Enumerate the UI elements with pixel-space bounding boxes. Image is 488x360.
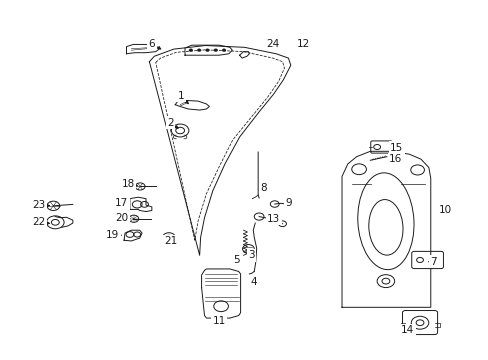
Text: 22: 22 — [32, 217, 45, 227]
Text: 8: 8 — [260, 183, 267, 193]
Text: 21: 21 — [163, 236, 177, 246]
Text: 14: 14 — [401, 325, 414, 335]
Circle shape — [197, 49, 201, 51]
Circle shape — [213, 49, 217, 51]
Text: 16: 16 — [388, 154, 402, 164]
Text: 17: 17 — [115, 198, 128, 208]
Circle shape — [188, 49, 192, 51]
Text: 18: 18 — [122, 179, 135, 189]
Circle shape — [205, 49, 209, 51]
Text: 12: 12 — [296, 40, 309, 49]
Text: 24: 24 — [265, 39, 279, 49]
Text: 5: 5 — [232, 255, 239, 265]
Text: 23: 23 — [32, 200, 45, 210]
Text: 10: 10 — [438, 206, 451, 216]
Text: 4: 4 — [249, 277, 256, 287]
Text: 20: 20 — [115, 213, 128, 222]
Text: 9: 9 — [285, 198, 291, 208]
Text: 13: 13 — [266, 214, 280, 224]
Text: 1: 1 — [178, 91, 184, 101]
Text: 15: 15 — [389, 143, 403, 153]
Text: 3: 3 — [248, 250, 255, 260]
Text: 7: 7 — [429, 257, 436, 267]
Text: 2: 2 — [167, 118, 173, 128]
Text: 6: 6 — [148, 39, 155, 49]
Text: 11: 11 — [212, 316, 225, 325]
Circle shape — [222, 49, 225, 51]
Text: 19: 19 — [106, 230, 119, 239]
